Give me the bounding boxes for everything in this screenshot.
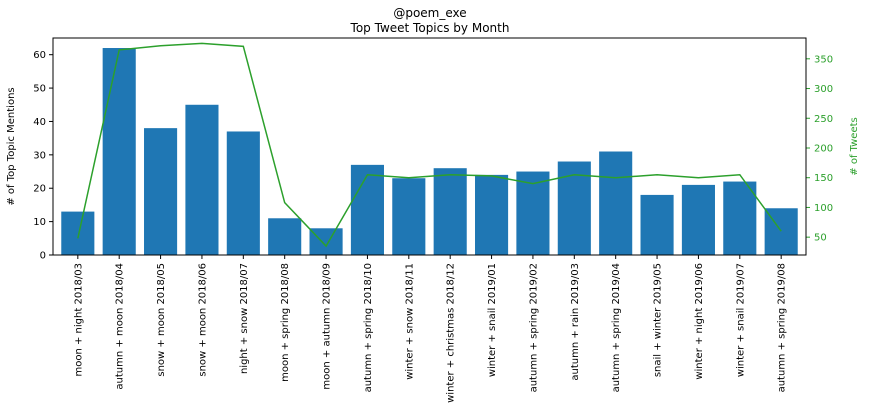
x-tick-label: winter + snail 2019/07 <box>735 263 746 377</box>
x-tick-label: autumn + spring 2019/08 <box>777 263 788 392</box>
bar-13 <box>599 151 633 255</box>
x-tick-label: winter + snow 2018/11 <box>404 263 415 380</box>
x-tick-label: snow + moon 2018/06 <box>197 263 208 377</box>
bar-16 <box>723 181 757 255</box>
chart-title: @poem_exe <box>393 6 466 20</box>
right-tick-label: 100 <box>814 203 833 214</box>
right-y-axis: 50 100 150 200 250 300 350 <box>806 54 833 244</box>
left-y-axis: 0 10 20 30 40 50 60 <box>33 50 53 262</box>
x-tick-label: autumn + moon 2018/04 <box>115 263 126 390</box>
bar-3 <box>185 104 219 256</box>
tweets-line <box>77 42 782 248</box>
right-tick-label: 250 <box>814 114 833 125</box>
left-tick-label: 0 <box>40 251 46 262</box>
x-tick-label: winter + night 2019/06 <box>694 263 705 380</box>
right-tick-label: 300 <box>814 84 833 95</box>
bar-series <box>61 48 798 256</box>
y-axis-label-left: # of Top Topic Mentions <box>6 87 17 205</box>
bar-10 <box>475 174 509 255</box>
right-tick-label: 200 <box>814 143 833 154</box>
x-tick-label: autumn + rain 2019/03 <box>570 263 581 381</box>
bar-2 <box>144 128 178 255</box>
x-tick-label: autumn + spring 2018/10 <box>363 263 374 392</box>
line-series <box>77 42 782 248</box>
x-tick-label: snow + moon 2018/05 <box>156 263 167 377</box>
right-tick-label: 350 <box>814 54 833 65</box>
x-tick-label: moon + autumn 2018/09 <box>322 263 333 390</box>
x-tick-label: night + snow 2018/07 <box>239 263 250 374</box>
bar-9 <box>433 168 467 255</box>
chart-subtitle: Top Tweet Topics by Month <box>350 21 510 35</box>
left-tick-label: 10 <box>33 217 46 228</box>
bar-0 <box>61 211 95 255</box>
left-tick-label: 30 <box>33 150 46 161</box>
bar-11 <box>516 171 550 255</box>
plot-frame <box>52 37 807 256</box>
x-tick-label: autumn + spring 2019/02 <box>528 263 539 392</box>
bar-4 <box>226 131 260 255</box>
bar-15 <box>681 184 715 255</box>
bar-6 <box>309 228 343 255</box>
left-tick-label: 40 <box>33 117 46 128</box>
bar-7 <box>350 164 384 255</box>
y-axis-label-right: # of Tweets <box>849 117 860 175</box>
x-axis: moon + night 2018/03 autumn + moon 2018/0… <box>73 255 788 403</box>
left-tick-label: 60 <box>33 50 46 61</box>
x-tick-label: autumn + spring 2019/04 <box>611 263 622 392</box>
x-tick-label: winter + christmas 2018/12 <box>446 263 457 403</box>
left-tick-label: 20 <box>33 184 46 195</box>
bar-1 <box>102 48 136 255</box>
bar-14 <box>640 194 674 255</box>
x-tick-label: moon + spring 2018/08 <box>280 263 291 382</box>
bar-8 <box>392 178 426 255</box>
x-tick-label: winter + snail 2019/01 <box>487 263 498 377</box>
x-tick-label: snail + winter 2019/05 <box>653 263 664 377</box>
left-tick-label: 50 <box>33 84 46 95</box>
right-tick-label: 50 <box>814 233 827 244</box>
x-tick-label: moon + night 2018/03 <box>73 263 84 377</box>
right-tick-label: 150 <box>814 173 833 184</box>
bar-5 <box>268 218 302 255</box>
